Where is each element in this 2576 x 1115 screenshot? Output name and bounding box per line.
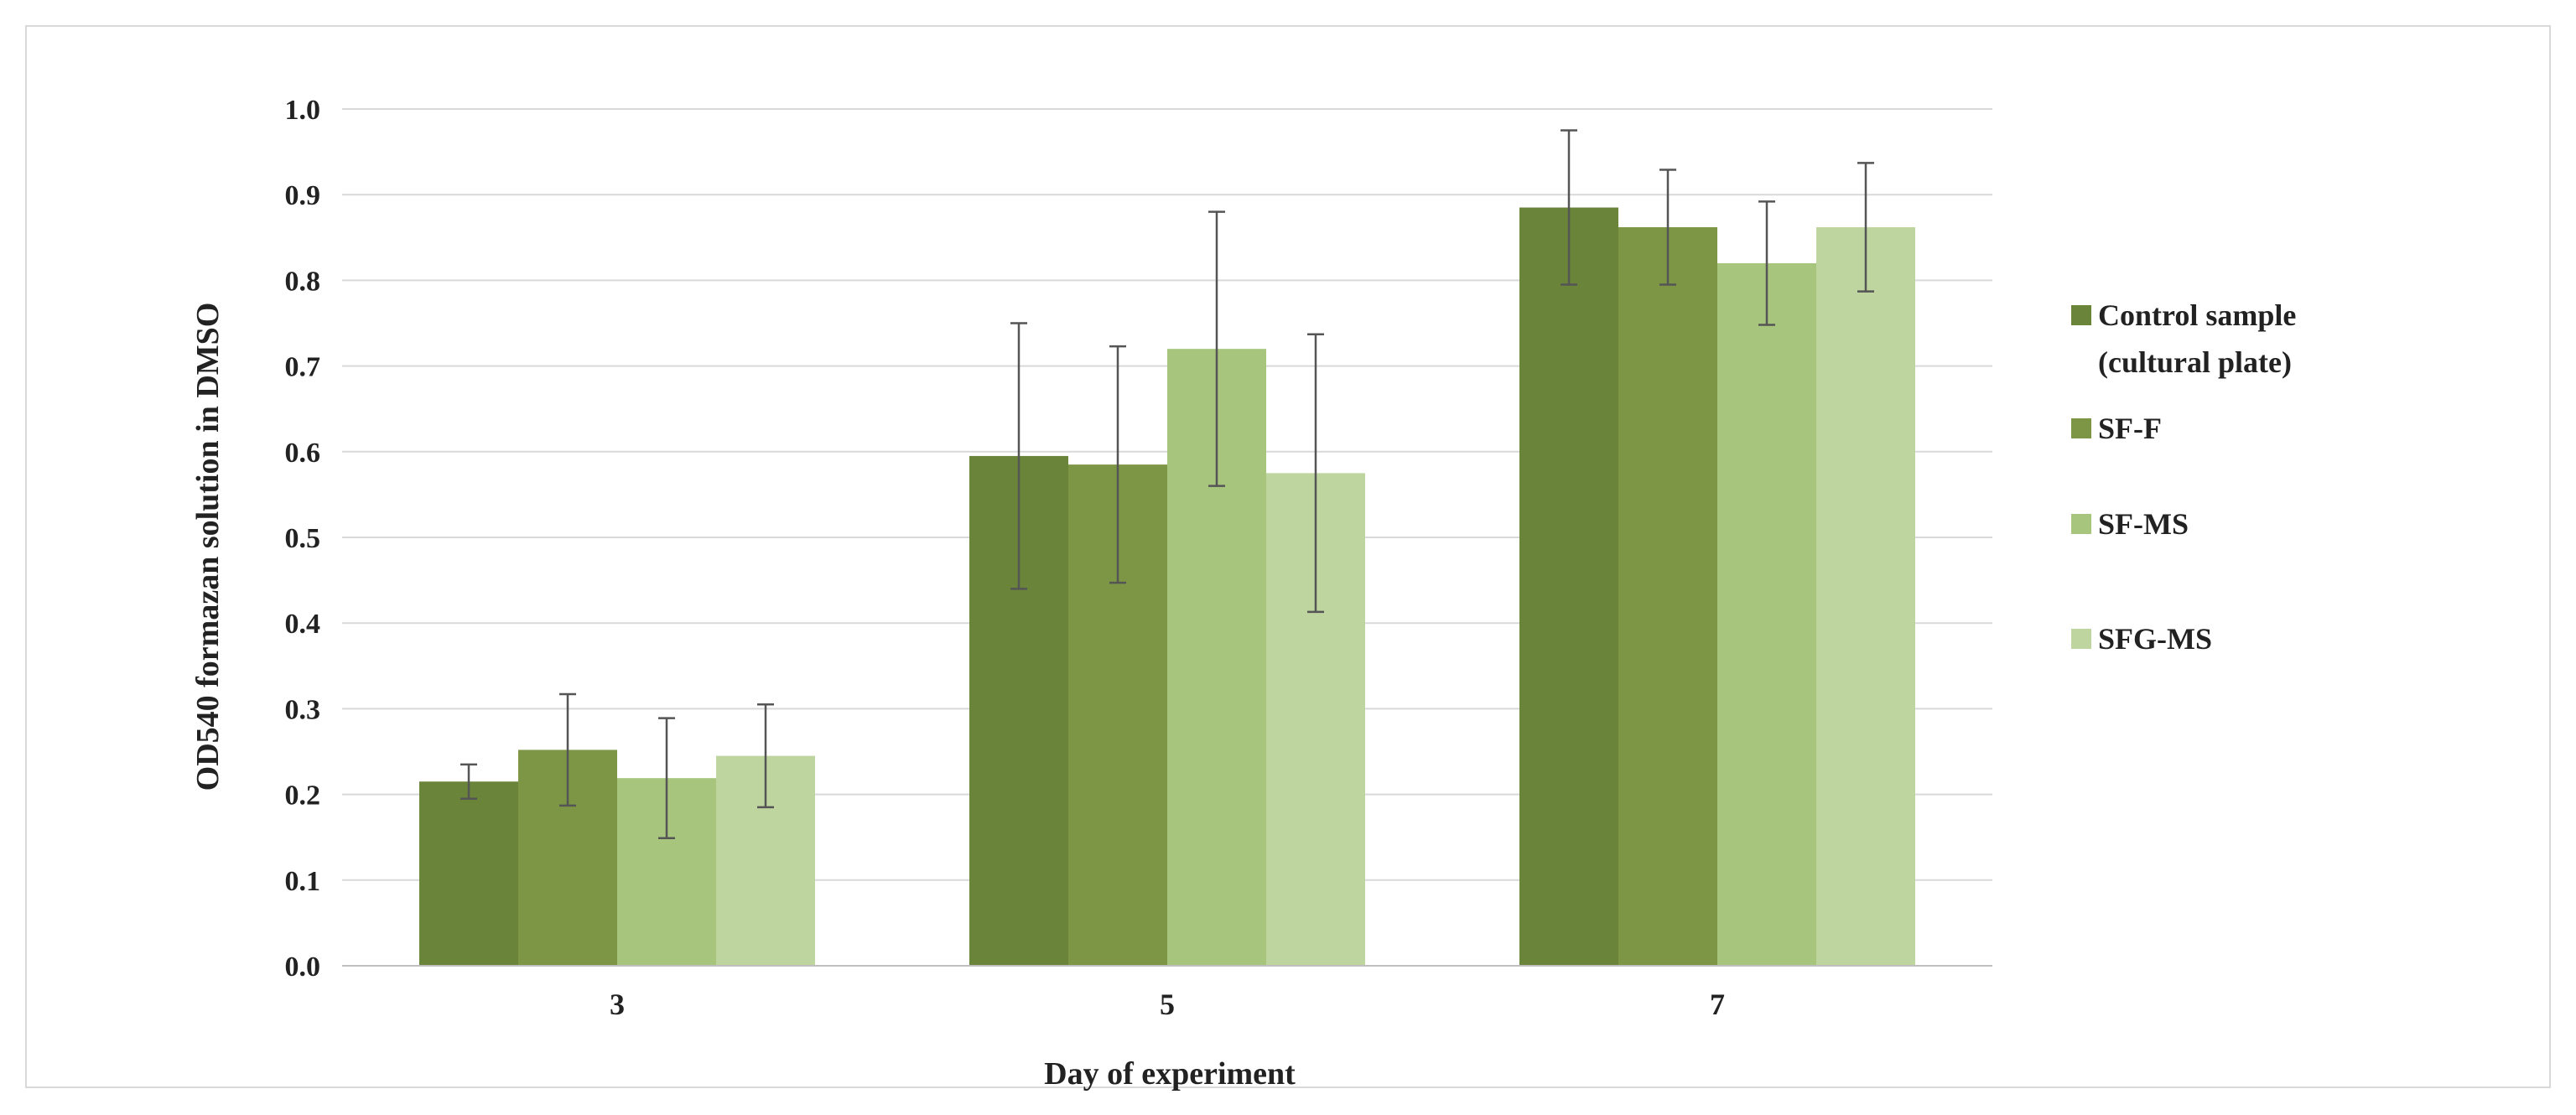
y-axis-title: OD540 formazan solution in DMSO [190, 303, 226, 791]
bar-sfg-ms-day-7 [1816, 227, 1915, 966]
y-tick-label: 0.3 [285, 694, 321, 725]
legend-swatch [2071, 629, 2091, 649]
axes: 0.0 0.1 0.2 0.3 0.4 0.5 0.6 0.7 0.8 0.9 1.0 3 5 7 [285, 95, 1992, 1021]
y-tick-label: 0.4 [285, 609, 321, 640]
y-tick-label: 0.5 [285, 523, 321, 554]
legend-label: SFG-MS [2098, 622, 2212, 656]
x-axis-title: Day of experiment [1044, 1056, 1296, 1092]
y-tick-label: 0.1 [285, 866, 321, 897]
bar-sf-ms-day-7 [1717, 262, 1816, 967]
y-tick-label: 0.6 [285, 438, 321, 469]
y-tick-label: 0.2 [285, 780, 321, 812]
y-tick-label: 0.9 [285, 180, 321, 211]
legend-label: Control sample [2098, 298, 2296, 332]
legend-label: (cultural plate) [2098, 345, 2292, 379]
x-tick-label: 5 [1160, 988, 1175, 1021]
y-tick-label: 0.7 [285, 352, 321, 383]
legend: Control sample (cultural plate) SF-F SF-MS S… [2071, 298, 2296, 656]
legend-swatch [2071, 305, 2091, 325]
x-tick-label: 3 [610, 988, 625, 1021]
legend-swatch [2071, 418, 2091, 438]
legend-swatch [2071, 514, 2091, 534]
legend-label: SF-F [2098, 412, 2162, 445]
legend-label: SF-MS [2098, 507, 2189, 541]
bars [419, 207, 1915, 967]
x-tick-label: 7 [1710, 988, 1725, 1021]
y-tick-label: 0.0 [285, 952, 321, 983]
y-tick-label: 0.8 [285, 266, 321, 297]
bar-control-sample-cultural-plate--day-3 [419, 781, 518, 966]
y-tick-label: 1.0 [285, 95, 321, 126]
bar-sf-f-day-7 [1618, 227, 1717, 966]
bar-control-sample-cultural-plate--day-7 [1519, 207, 1618, 966]
error-bars [460, 129, 1874, 839]
